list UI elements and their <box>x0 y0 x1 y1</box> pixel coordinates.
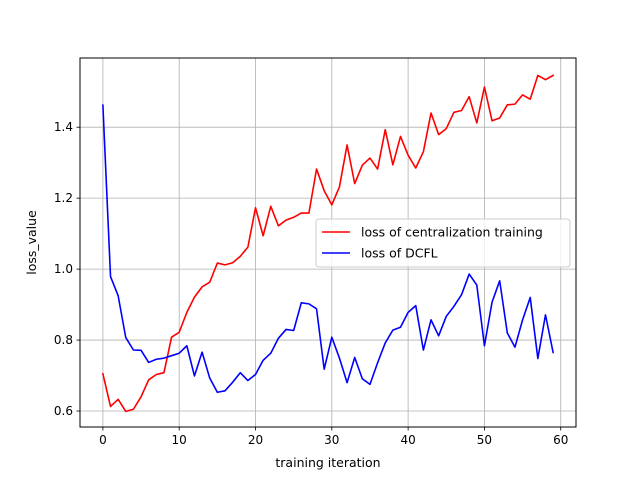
axis-ticks: 0 10 20 30 40 50 60 0.6 0.8 1.0 1.2 1.4 <box>54 120 568 447</box>
legend-box <box>315 218 571 268</box>
y-axis-label: loss_value <box>24 210 39 275</box>
plot-frame <box>79 57 577 428</box>
legend-label-centralization: loss of centralization training <box>361 225 543 240</box>
y-tick-label: 1.0 <box>54 262 73 276</box>
legend-label-dcfl: loss of DCFL <box>361 246 438 261</box>
x-axis-label: training iteration <box>275 455 380 470</box>
x-tick-label: 10 <box>172 433 187 447</box>
y-tick-label: 0.8 <box>54 333 73 347</box>
legend: loss of centralization training loss of … <box>315 218 571 268</box>
series-lines <box>101 74 555 413</box>
x-tick-label: 40 <box>400 433 415 447</box>
x-tick-label: 20 <box>248 433 263 447</box>
y-tick-label: 1.4 <box>54 120 73 134</box>
x-tick-label: 50 <box>477 433 492 447</box>
x-tick-label: 60 <box>553 433 568 447</box>
series-line-dcfl <box>102 104 555 394</box>
series-line-centralization <box>101 74 555 413</box>
x-tick-label: 0 <box>99 433 107 447</box>
y-tick-label: 0.6 <box>54 404 73 418</box>
y-tick-label: 1.2 <box>54 191 73 205</box>
x-tick-label: 30 <box>324 433 339 447</box>
